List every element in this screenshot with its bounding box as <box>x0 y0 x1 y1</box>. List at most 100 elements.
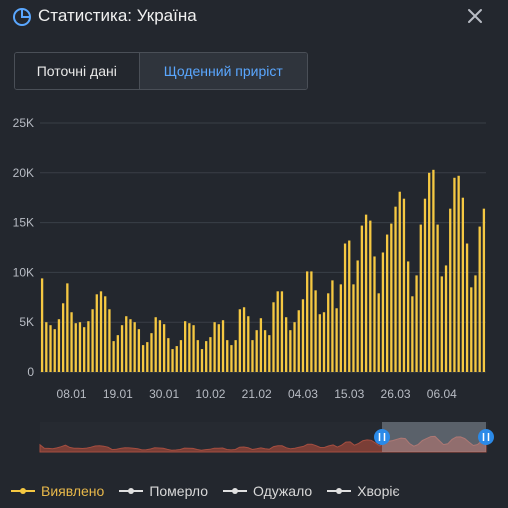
bar[interactable] <box>293 322 296 372</box>
bar[interactable] <box>95 294 98 372</box>
bar[interactable] <box>297 310 300 372</box>
bar[interactable] <box>470 287 473 372</box>
bar[interactable] <box>196 340 199 372</box>
legend-item-sick[interactable]: Хворіє <box>326 483 400 499</box>
bar[interactable] <box>289 330 292 372</box>
bar[interactable] <box>335 308 338 372</box>
bar[interactable] <box>343 243 347 372</box>
bar[interactable] <box>221 320 225 372</box>
bar[interactable] <box>331 280 334 372</box>
bar[interactable] <box>360 225 364 372</box>
bar[interactable] <box>87 321 90 372</box>
bar[interactable] <box>66 283 69 372</box>
bar[interactable] <box>255 330 258 372</box>
bar[interactable] <box>432 169 435 372</box>
bar[interactable] <box>444 265 448 372</box>
bar[interactable] <box>158 320 162 372</box>
bar[interactable] <box>411 296 414 372</box>
bar[interactable] <box>272 302 275 372</box>
bar[interactable] <box>53 329 56 372</box>
bar[interactable] <box>436 224 439 372</box>
bar[interactable] <box>322 312 326 372</box>
bar[interactable] <box>141 345 145 372</box>
bar[interactable] <box>49 325 52 372</box>
bar[interactable] <box>230 345 233 372</box>
bar[interactable] <box>259 318 263 372</box>
bar[interactable] <box>154 317 157 372</box>
bar[interactable] <box>301 299 305 372</box>
bar[interactable] <box>213 322 216 372</box>
bar[interactable] <box>238 309 242 372</box>
bar[interactable] <box>192 325 195 372</box>
bar[interactable] <box>57 319 61 372</box>
bar[interactable] <box>419 224 422 372</box>
bar[interactable] <box>284 317 288 372</box>
bar[interactable] <box>407 261 410 372</box>
bar[interactable] <box>171 349 174 372</box>
bar[interactable] <box>385 234 389 372</box>
bar[interactable] <box>465 243 469 372</box>
bar[interactable] <box>137 329 141 372</box>
bar[interactable] <box>99 291 103 372</box>
bar[interactable] <box>120 325 124 372</box>
bar[interactable] <box>162 324 166 372</box>
navigator-handle-left[interactable] <box>374 429 390 445</box>
bar[interactable] <box>423 198 427 372</box>
bar[interactable] <box>428 172 431 372</box>
legend-item-detected[interactable]: Виявлено <box>10 483 104 499</box>
bar[interactable] <box>200 349 204 372</box>
bar[interactable] <box>251 340 254 372</box>
bar[interactable] <box>167 338 170 372</box>
bar[interactable] <box>40 278 44 372</box>
bar[interactable] <box>45 322 48 372</box>
bar[interactable] <box>377 293 380 372</box>
tab-daily-growth[interactable]: Щоденний приріст <box>138 53 307 89</box>
bar[interactable] <box>440 276 443 372</box>
bar[interactable] <box>150 333 153 372</box>
bar[interactable] <box>318 314 321 372</box>
tab-current-data[interactable]: Поточні дані <box>15 53 139 89</box>
bar[interactable] <box>83 327 86 372</box>
bar[interactable] <box>373 256 376 372</box>
bar[interactable] <box>461 197 465 372</box>
bar[interactable] <box>457 175 460 372</box>
bar[interactable] <box>125 316 128 372</box>
bar[interactable] <box>184 321 187 372</box>
bar[interactable] <box>482 208 486 372</box>
bar[interactable] <box>133 322 136 372</box>
bar[interactable] <box>78 322 82 372</box>
bar[interactable] <box>175 346 178 372</box>
bar[interactable] <box>129 319 132 372</box>
bar[interactable] <box>339 284 342 372</box>
bar[interactable] <box>280 291 284 372</box>
bar[interactable] <box>91 309 94 372</box>
bar[interactable] <box>70 312 73 372</box>
bar[interactable] <box>327 293 330 372</box>
bar[interactable] <box>453 177 456 372</box>
bar[interactable] <box>61 303 65 372</box>
bar[interactable] <box>398 191 401 372</box>
navigator-handle-right[interactable] <box>478 429 494 445</box>
bar[interactable] <box>402 198 406 372</box>
bar[interactable] <box>348 240 351 372</box>
bar[interactable] <box>179 340 183 372</box>
bar[interactable] <box>390 223 393 372</box>
legend-item-recovered[interactable]: Одужало <box>222 483 312 499</box>
bar[interactable] <box>188 323 191 372</box>
bar[interactable] <box>474 275 477 372</box>
bar[interactable] <box>415 275 418 372</box>
bar[interactable] <box>310 271 313 372</box>
bar[interactable] <box>369 220 372 372</box>
bar[interactable] <box>242 307 246 372</box>
bar[interactable] <box>268 335 271 372</box>
bar[interactable] <box>394 206 397 372</box>
bar[interactable] <box>364 214 368 372</box>
range-navigator[interactable] <box>0 420 508 456</box>
bar[interactable] <box>108 309 111 372</box>
bar[interactable] <box>352 284 355 372</box>
bar[interactable] <box>276 291 279 372</box>
bar[interactable] <box>263 330 267 372</box>
bar[interactable] <box>449 208 452 372</box>
bar[interactable] <box>247 316 250 372</box>
bar[interactable] <box>226 340 229 372</box>
